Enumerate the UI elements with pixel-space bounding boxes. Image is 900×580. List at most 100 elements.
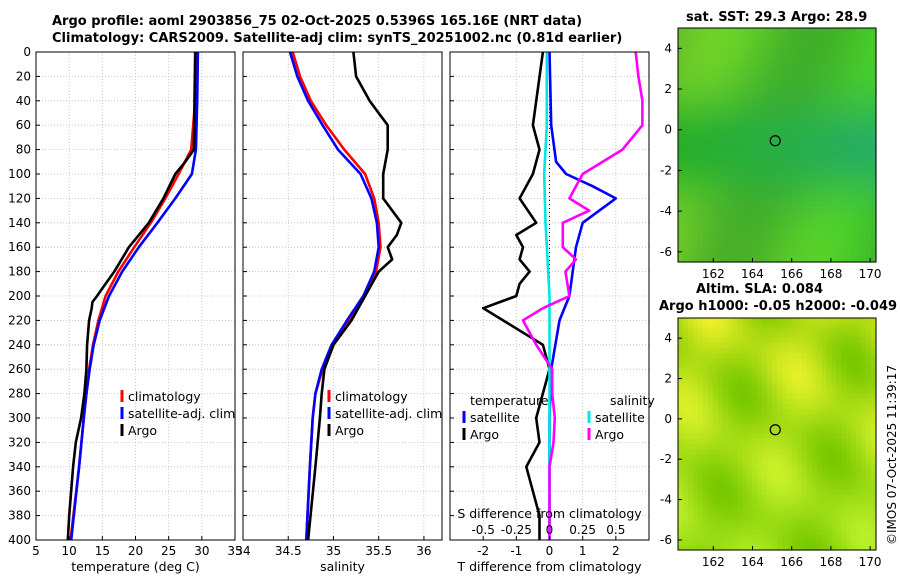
map-cell bbox=[796, 484, 803, 491]
map-cell bbox=[801, 231, 808, 238]
map-cell bbox=[712, 398, 719, 405]
map-cell bbox=[702, 38, 709, 44]
map-cell bbox=[742, 33, 748, 39]
map-cell bbox=[786, 318, 793, 324]
map-cell bbox=[762, 241, 768, 248]
map-cell bbox=[777, 160, 783, 166]
map-cell bbox=[796, 373, 803, 380]
map-cell bbox=[707, 393, 714, 400]
map-cell bbox=[742, 160, 748, 166]
map-cell bbox=[762, 231, 768, 238]
map-cell bbox=[697, 226, 704, 233]
map-cell bbox=[816, 175, 823, 182]
map-cell bbox=[851, 348, 857, 354]
map-cell bbox=[811, 499, 818, 506]
map-cell bbox=[712, 104, 719, 110]
map-cell bbox=[762, 428, 768, 435]
map-cell bbox=[806, 226, 813, 233]
map-cell bbox=[692, 373, 699, 380]
map-cell bbox=[712, 499, 719, 506]
map-cell bbox=[702, 241, 709, 248]
map-cell bbox=[861, 514, 867, 521]
map-cell bbox=[747, 83, 753, 90]
map-cell bbox=[821, 353, 828, 359]
map-cell bbox=[757, 180, 763, 187]
map-cell bbox=[747, 459, 753, 465]
map-cell bbox=[692, 534, 699, 541]
map-cell bbox=[851, 408, 857, 415]
map-cell bbox=[692, 459, 699, 465]
map-cell bbox=[801, 444, 808, 450]
map-cell bbox=[722, 139, 729, 146]
map-cell bbox=[747, 165, 753, 172]
map-cell bbox=[752, 479, 758, 486]
map-cell bbox=[678, 175, 684, 182]
map-cell bbox=[697, 124, 704, 131]
map-cell bbox=[727, 68, 734, 75]
map-cell bbox=[796, 241, 803, 248]
map-cell bbox=[861, 444, 867, 450]
map-cell bbox=[737, 134, 743, 141]
map-cell bbox=[692, 479, 699, 486]
map-cell bbox=[697, 428, 704, 435]
map-cell bbox=[752, 216, 758, 222]
map-cell bbox=[851, 439, 857, 445]
map-cell bbox=[871, 504, 877, 511]
map-cell bbox=[712, 353, 719, 359]
map-cell bbox=[826, 328, 833, 334]
map-cell bbox=[732, 48, 738, 55]
map-cell bbox=[722, 175, 729, 182]
map-cell bbox=[871, 484, 877, 491]
map-cell bbox=[722, 469, 729, 475]
map-cell bbox=[801, 43, 808, 49]
map-cell bbox=[707, 519, 714, 526]
map-cell bbox=[772, 53, 778, 60]
map-cell bbox=[821, 474, 828, 480]
map-cell bbox=[747, 539, 753, 546]
map-cell bbox=[871, 221, 877, 227]
map-cell bbox=[796, 408, 803, 415]
map-cell bbox=[806, 246, 813, 253]
map-cell bbox=[861, 236, 867, 243]
map-cell bbox=[757, 251, 763, 258]
map-cell bbox=[791, 241, 798, 248]
map-cell bbox=[811, 165, 818, 172]
map-cell bbox=[786, 73, 793, 80]
map-cell bbox=[682, 231, 689, 238]
map-cell bbox=[866, 145, 872, 151]
map-cell bbox=[678, 464, 684, 470]
map-cell bbox=[722, 464, 729, 470]
map-cell bbox=[712, 464, 719, 470]
map-cell bbox=[752, 175, 758, 182]
map-cell bbox=[826, 383, 833, 390]
map-cell bbox=[826, 78, 833, 85]
map-cell bbox=[727, 256, 734, 263]
map-cell bbox=[791, 494, 798, 501]
map-cell bbox=[841, 539, 847, 546]
map-cell bbox=[772, 241, 778, 248]
map-cell bbox=[742, 251, 748, 258]
map-cell bbox=[687, 464, 694, 470]
map-cell bbox=[866, 124, 872, 131]
map-cell bbox=[757, 504, 763, 511]
map-cell bbox=[836, 94, 842, 100]
map-cell bbox=[796, 418, 803, 425]
map-cell bbox=[836, 226, 842, 233]
map-cell bbox=[707, 28, 714, 34]
map-cell bbox=[762, 160, 768, 166]
map-cell bbox=[801, 165, 808, 172]
map-cell bbox=[727, 160, 734, 166]
map-cell bbox=[678, 33, 684, 39]
map-cell bbox=[752, 33, 758, 39]
map-cell bbox=[762, 439, 768, 445]
map-cell bbox=[781, 328, 788, 334]
map-cell bbox=[767, 104, 773, 110]
map-cell bbox=[767, 368, 773, 375]
map-cell bbox=[767, 444, 773, 450]
map-cell bbox=[762, 393, 768, 400]
map-cell bbox=[707, 221, 714, 227]
map-cell bbox=[737, 343, 743, 349]
map-cell bbox=[722, 544, 729, 551]
map-cell bbox=[801, 328, 808, 334]
map-cell bbox=[816, 38, 823, 44]
